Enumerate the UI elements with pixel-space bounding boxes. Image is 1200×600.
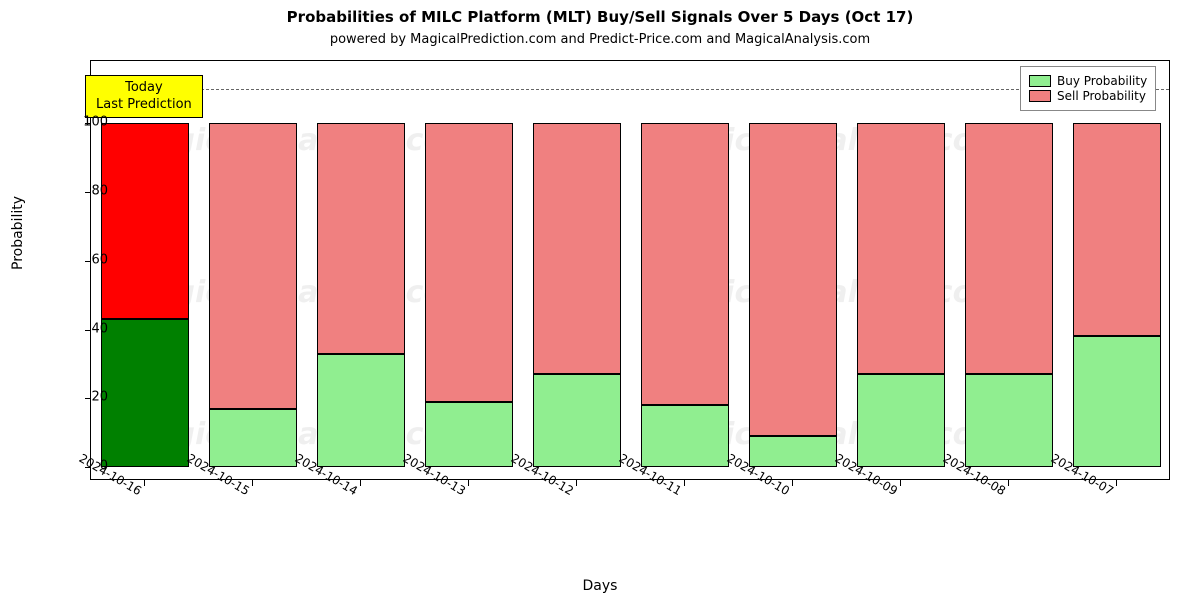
bar-sell: [857, 123, 946, 374]
y-tick-label: 40: [91, 321, 108, 336]
legend-label: Sell Probability: [1057, 89, 1146, 103]
y-tick-label: 60: [91, 252, 108, 267]
annotation-line: Today: [96, 80, 192, 96]
y-tick: [85, 192, 91, 193]
legend: Buy ProbabilitySell Probability: [1020, 66, 1156, 111]
bar-sell: [317, 123, 406, 354]
bar-buy: [1073, 336, 1162, 467]
chart-title: Probabilities of MILC Platform (MLT) Buy…: [0, 8, 1200, 26]
bar-sell: [101, 123, 190, 319]
y-tick: [85, 330, 91, 331]
chart-subtitle: powered by MagicalPrediction.com and Pre…: [0, 32, 1200, 47]
y-tick: [85, 261, 91, 262]
bar-sell: [965, 123, 1054, 374]
bar-sell: [641, 123, 730, 405]
today-annotation: TodayLast Prediction: [85, 75, 203, 118]
legend-swatch: [1029, 90, 1051, 102]
legend-label: Buy Probability: [1057, 74, 1147, 88]
bar-sell: [533, 123, 622, 374]
legend-item: Buy Probability: [1029, 74, 1147, 88]
bar-sell: [425, 123, 514, 402]
legend-swatch: [1029, 75, 1051, 87]
bar-sell: [1073, 123, 1162, 336]
annotation-line: Last Prediction: [96, 97, 192, 113]
y-tick: [85, 398, 91, 399]
bar-sell: [749, 123, 838, 436]
y-tick-label: 20: [91, 390, 108, 405]
y-tick-label: 80: [91, 183, 108, 198]
x-axis-label: Days: [0, 578, 1200, 594]
legend-item: Sell Probability: [1029, 89, 1147, 103]
plot-area: MagicalAnalysis.comMagicalAnalysis.comMa…: [90, 60, 1170, 480]
bar-sell: [209, 123, 298, 409]
chart-container: Probabilities of MILC Platform (MLT) Buy…: [0, 0, 1200, 600]
y-axis-label: Probability: [10, 196, 26, 270]
y-tick-label: 100: [83, 114, 108, 129]
reference-line: [91, 89, 1169, 90]
